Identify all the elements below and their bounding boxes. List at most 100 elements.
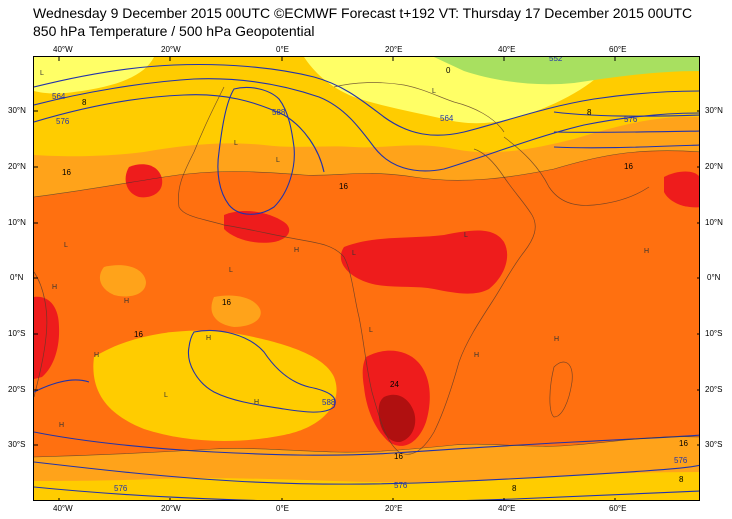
isotherm-16-south bbox=[34, 436, 699, 458]
mark-l-8: L bbox=[464, 232, 468, 239]
label-588-south: 588 bbox=[322, 398, 336, 407]
contour-588-northwest bbox=[217, 86, 295, 215]
temp-region-south-atlantic-yellow bbox=[93, 330, 337, 441]
axis-left-10n: 10°N bbox=[8, 218, 26, 227]
mark-h-10: H bbox=[59, 422, 64, 429]
axis-top-60e: 60°E bbox=[609, 45, 627, 54]
temp-region-west-africa-red bbox=[125, 164, 163, 198]
label-16-southwest: 16 bbox=[134, 330, 143, 339]
axis-top-20w: 20°W bbox=[161, 45, 181, 54]
temp-region-arabian-sea-red bbox=[664, 171, 699, 208]
mark-h-7: H bbox=[294, 247, 299, 254]
contour-552-564 bbox=[34, 63, 699, 136]
axis-top-0e: 0°E bbox=[276, 45, 289, 54]
temp-region-atlantic-light-patch bbox=[211, 295, 261, 327]
forecast-subtitle: 850 hPa Temperature / 500 hPa Geopotenti… bbox=[33, 23, 315, 39]
axis-left-20s: 20°S bbox=[8, 385, 26, 394]
temp-region-southern-africa-dark-red bbox=[378, 394, 416, 443]
mark-h-6: H bbox=[94, 352, 99, 359]
contour-576-east bbox=[553, 111, 699, 117]
axis-top-40e: 40°E bbox=[498, 45, 516, 54]
contour-east-mid bbox=[553, 130, 699, 133]
label-16-southeast: 16 bbox=[679, 439, 688, 448]
mark-l-10: L bbox=[164, 392, 168, 399]
south-america-coast bbox=[34, 271, 48, 398]
axis-right-10s: 10°S bbox=[705, 329, 723, 338]
mark-l-6: L bbox=[229, 267, 233, 274]
mark-l-2: L bbox=[234, 140, 238, 147]
temp-band-north-green bbox=[434, 57, 699, 85]
isotherm-16-north bbox=[34, 150, 699, 198]
mark-h-3: H bbox=[644, 248, 649, 255]
label-576-south-west: 576 bbox=[114, 484, 128, 493]
axis-bottom-0e: 0°E bbox=[276, 504, 289, 513]
axis-bottom-40e: 40°E bbox=[498, 504, 516, 513]
label-576-south-east: 576 bbox=[674, 456, 688, 465]
label-16-center: 16 bbox=[339, 182, 348, 191]
label-8-southeast: 8 bbox=[679, 475, 684, 484]
label-8-west: 8 bbox=[82, 98, 87, 107]
mark-l-1: L bbox=[40, 70, 44, 77]
label-564-east: 564 bbox=[440, 114, 454, 123]
axis-left-20n: 20°N bbox=[8, 162, 26, 171]
label-16-west: 16 bbox=[62, 168, 71, 177]
mark-h-8: H bbox=[554, 336, 559, 343]
label-576-west: 576 bbox=[56, 117, 70, 126]
axis-right-30s: 30°S bbox=[705, 440, 723, 449]
mark-h-1: H bbox=[52, 284, 57, 291]
contour-east-low bbox=[553, 144, 699, 149]
temp-band-northwest-pale bbox=[34, 57, 154, 94]
temp-region-central-africa-red bbox=[340, 230, 508, 294]
axis-right-20s: 20°S bbox=[705, 385, 723, 394]
axis-top-20e: 20°E bbox=[385, 45, 403, 54]
axis-right-0n: 0°N bbox=[707, 273, 721, 282]
map-canvas: 552 564 564 576 576 576 576 576 588 588 … bbox=[34, 57, 699, 500]
forecast-title: Wednesday 9 December 2015 00UTC ©ECMWF F… bbox=[33, 5, 693, 21]
africa-coastline bbox=[178, 86, 536, 455]
axis-bottom-20w: 20°W bbox=[161, 504, 181, 513]
axis-bottom-20e: 20°E bbox=[385, 504, 403, 513]
axis-left-10s: 10°S bbox=[8, 329, 26, 338]
contour-588-south-atlantic bbox=[187, 329, 336, 413]
axis-bottom-60e: 60°E bbox=[609, 504, 627, 513]
mark-h-9: H bbox=[474, 352, 479, 359]
axis-left-30s: 30°S bbox=[8, 440, 26, 449]
label-24: 24 bbox=[390, 380, 399, 389]
contour-southwest-short bbox=[34, 379, 90, 393]
madagascar-coast bbox=[549, 361, 573, 418]
mark-l-7: L bbox=[352, 250, 356, 257]
contour-576-west bbox=[34, 94, 325, 173]
mark-h-2: H bbox=[124, 298, 129, 305]
temp-region-guinea-red bbox=[224, 211, 290, 243]
label-576-south-mid: 576 bbox=[394, 481, 408, 490]
axis-right-10n: 10°N bbox=[705, 218, 723, 227]
temp-region-brazil-red bbox=[34, 296, 60, 379]
arabia-coast bbox=[503, 136, 650, 206]
temperature-isotherms bbox=[34, 150, 699, 458]
mark-l-5: L bbox=[64, 242, 68, 249]
pressure-marks: L L L L L L L L L L H H H H H H H H H H bbox=[40, 70, 649, 429]
label-16-atlantic: 16 bbox=[222, 298, 231, 307]
mark-h-5: H bbox=[206, 335, 211, 342]
mark-l-3: L bbox=[432, 88, 436, 95]
weather-map: 552 564 564 576 576 576 576 576 588 588 … bbox=[33, 56, 700, 501]
label-564-west: 564 bbox=[52, 92, 66, 101]
contour-labels: 552 564 564 576 576 576 576 576 588 588 … bbox=[52, 57, 688, 493]
label-16-east: 16 bbox=[624, 162, 633, 171]
axis-top-40w: 40°W bbox=[53, 45, 73, 54]
label-576-east: 576 bbox=[624, 115, 638, 124]
geopotential-contours bbox=[34, 63, 699, 500]
label-0: 0 bbox=[446, 66, 451, 75]
temp-region-west-atlantic-patch bbox=[99, 265, 146, 297]
label-588-north: 588 bbox=[272, 108, 286, 117]
contour-564 bbox=[34, 78, 699, 172]
mark-h-4: H bbox=[254, 399, 259, 406]
contour-576-south bbox=[34, 431, 699, 456]
mark-l-4: L bbox=[276, 157, 280, 164]
graticule-ticks bbox=[34, 57, 699, 500]
contour-south-lower bbox=[34, 461, 699, 485]
mark-l-9: L bbox=[369, 327, 373, 334]
label-8-east: 8 bbox=[587, 108, 592, 117]
axis-right-20n: 20°N bbox=[705, 162, 723, 171]
axis-bottom-40w: 40°W bbox=[53, 504, 73, 513]
